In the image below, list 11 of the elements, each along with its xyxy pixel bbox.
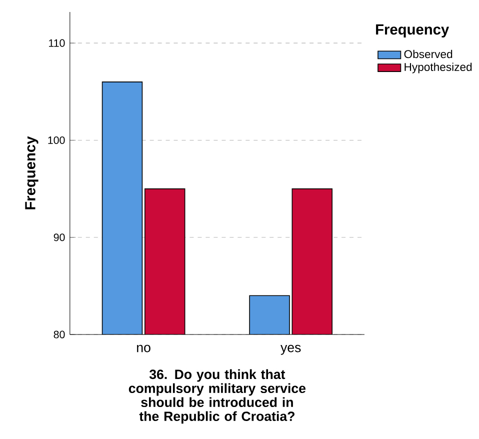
y-tick-label: 90 [54, 233, 65, 241]
x-axis-title: 36. Do you think that compulsory military service should be introduced in the Republic of Croatia? [128, 369, 306, 424]
y-tick-label: 110 [49, 39, 65, 47]
x-tick-label: no [137, 344, 150, 352]
y-tick-label: 80 [54, 330, 65, 338]
legend-label: Observed [404, 50, 452, 58]
x-tick-label: yes [280, 344, 301, 355]
legend-label: Hypothesized [404, 62, 472, 74]
y-axis-title: Frequency [25, 136, 38, 210]
y-tick-label: 100 [48, 136, 65, 144]
legend-title: Frequency [376, 24, 450, 38]
